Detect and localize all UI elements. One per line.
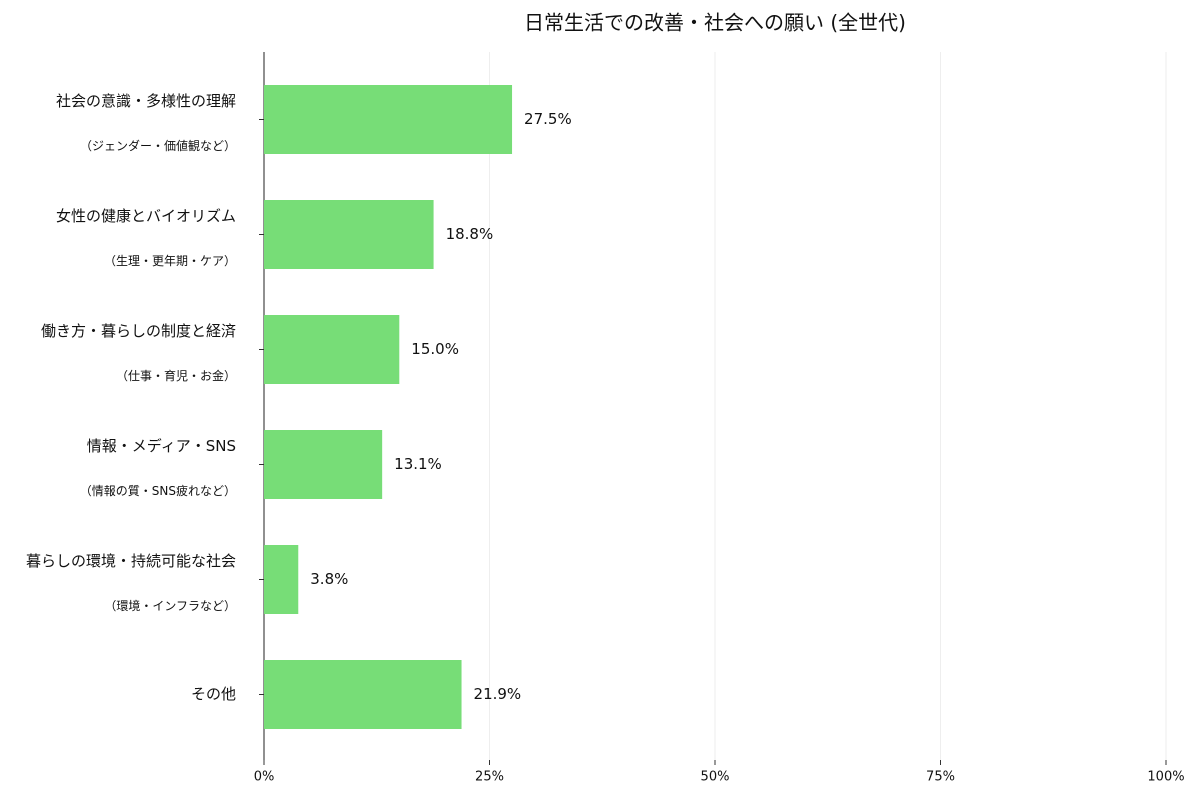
x-tick-label: 25% (475, 770, 504, 785)
x-tick-label: 100% (1147, 770, 1184, 785)
bar (264, 85, 513, 154)
y-tick-note: （ジェンダー・価値観など） (80, 138, 236, 153)
value-label: 15.0% (411, 340, 459, 358)
value-label: 21.9% (474, 685, 522, 703)
y-tick-label: 働き方・暮らしの制度と経済 (41, 322, 236, 340)
y-tick-note: （情報の質・SNS疲れなど） (80, 483, 236, 498)
y-tick-label: 情報・メディア・SNS (87, 437, 236, 455)
bar (264, 545, 299, 614)
bar (264, 315, 400, 384)
x-tick-label: 75% (926, 770, 955, 785)
y-tick-note: （仕事・育児・お金） (116, 368, 236, 383)
x-tick-label: 0% (254, 770, 275, 785)
bar (264, 660, 462, 729)
bar (264, 200, 434, 269)
value-label: 3.8% (310, 570, 348, 588)
bar (264, 430, 383, 499)
value-label: 18.8% (446, 225, 494, 243)
y-tick-note: （生理・更年期・ケア） (104, 254, 236, 268)
y-tick-label: 暮らしの環境・持続可能な社会 (26, 552, 236, 570)
x-tick-label: 50% (701, 770, 730, 785)
y-tick-note: （環境・インフラなど） (104, 598, 236, 613)
y-tick-label: 女性の健康とバイオリズム (56, 207, 236, 225)
y-tick-label: 社会の意識・多様性の理解 (56, 92, 236, 110)
value-label: 13.1% (394, 455, 442, 473)
value-label: 27.5% (524, 110, 572, 128)
chart-title: 日常生活での改善・社会への願い (全世代) (524, 11, 906, 35)
y-tick-label: その他 (191, 685, 236, 703)
